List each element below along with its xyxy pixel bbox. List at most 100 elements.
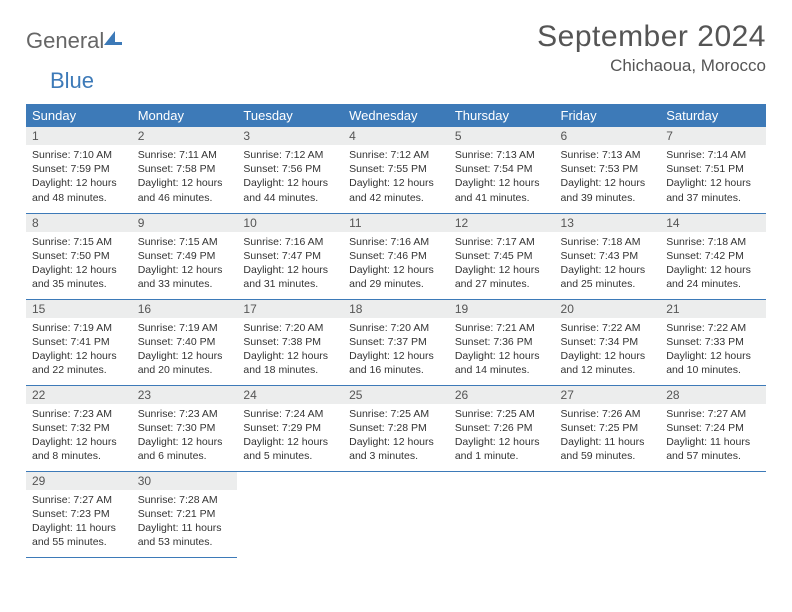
day-info: Sunrise: 7:12 AMSunset: 7:55 PMDaylight:… [343,145,449,209]
day-number: 13 [555,214,661,232]
day-number: 1 [26,127,132,145]
calendar-cell: 18Sunrise: 7:20 AMSunset: 7:37 PMDayligh… [343,299,449,385]
day-number: 6 [555,127,661,145]
day-info: Sunrise: 7:27 AMSunset: 7:23 PMDaylight:… [26,490,132,554]
calendar-cell: 15Sunrise: 7:19 AMSunset: 7:41 PMDayligh… [26,299,132,385]
day-number: 26 [449,386,555,404]
day-number: 9 [132,214,238,232]
day-info: Sunrise: 7:22 AMSunset: 7:33 PMDaylight:… [660,318,766,382]
calendar-cell: 19Sunrise: 7:21 AMSunset: 7:36 PMDayligh… [449,299,555,385]
day-number: 22 [26,386,132,404]
logo-text-1: General [26,28,104,54]
weekday-header: Wednesday [343,104,449,127]
calendar-cell: 13Sunrise: 7:18 AMSunset: 7:43 PMDayligh… [555,213,661,299]
day-info: Sunrise: 7:16 AMSunset: 7:46 PMDaylight:… [343,232,449,296]
day-number: 20 [555,300,661,318]
calendar-row: 15Sunrise: 7:19 AMSunset: 7:41 PMDayligh… [26,299,766,385]
day-info: Sunrise: 7:13 AMSunset: 7:53 PMDaylight:… [555,145,661,209]
sail-icon [104,31,122,52]
calendar-cell: 16Sunrise: 7:19 AMSunset: 7:40 PMDayligh… [132,299,238,385]
calendar-cell: 4Sunrise: 7:12 AMSunset: 7:55 PMDaylight… [343,127,449,213]
calendar-cell: 30Sunrise: 7:28 AMSunset: 7:21 PMDayligh… [132,471,238,557]
day-number: 7 [660,127,766,145]
day-number: 8 [26,214,132,232]
calendar-row: 22Sunrise: 7:23 AMSunset: 7:32 PMDayligh… [26,385,766,471]
weekday-header: Saturday [660,104,766,127]
day-info: Sunrise: 7:20 AMSunset: 7:38 PMDaylight:… [237,318,343,382]
day-info: Sunrise: 7:15 AMSunset: 7:50 PMDaylight:… [26,232,132,296]
day-number: 30 [132,472,238,490]
day-info: Sunrise: 7:25 AMSunset: 7:28 PMDaylight:… [343,404,449,468]
calendar-row: 29Sunrise: 7:27 AMSunset: 7:23 PMDayligh… [26,471,766,557]
calendar-body: 1Sunrise: 7:10 AMSunset: 7:59 PMDaylight… [26,127,766,557]
day-info: Sunrise: 7:20 AMSunset: 7:37 PMDaylight:… [343,318,449,382]
day-number: 15 [26,300,132,318]
day-info: Sunrise: 7:22 AMSunset: 7:34 PMDaylight:… [555,318,661,382]
weekday-header-row: SundayMondayTuesdayWednesdayThursdayFrid… [26,104,766,127]
day-info: Sunrise: 7:10 AMSunset: 7:59 PMDaylight:… [26,145,132,209]
day-info: Sunrise: 7:23 AMSunset: 7:30 PMDaylight:… [132,404,238,468]
day-info: Sunrise: 7:14 AMSunset: 7:51 PMDaylight:… [660,145,766,209]
day-number: 18 [343,300,449,318]
calendar-cell: 10Sunrise: 7:16 AMSunset: 7:47 PMDayligh… [237,213,343,299]
day-info: Sunrise: 7:15 AMSunset: 7:49 PMDaylight:… [132,232,238,296]
day-info: Sunrise: 7:11 AMSunset: 7:58 PMDaylight:… [132,145,238,209]
day-info: Sunrise: 7:17 AMSunset: 7:45 PMDaylight:… [449,232,555,296]
calendar-cell: 1Sunrise: 7:10 AMSunset: 7:59 PMDaylight… [26,127,132,213]
calendar-cell: 5Sunrise: 7:13 AMSunset: 7:54 PMDaylight… [449,127,555,213]
calendar-cell [449,471,555,557]
calendar-cell: 6Sunrise: 7:13 AMSunset: 7:53 PMDaylight… [555,127,661,213]
calendar-cell: 8Sunrise: 7:15 AMSunset: 7:50 PMDaylight… [26,213,132,299]
calendar-cell: 11Sunrise: 7:16 AMSunset: 7:46 PMDayligh… [343,213,449,299]
calendar-cell: 27Sunrise: 7:26 AMSunset: 7:25 PMDayligh… [555,385,661,471]
calendar-table: SundayMondayTuesdayWednesdayThursdayFrid… [26,104,766,558]
logo-text-2: Blue [26,68,94,94]
day-info: Sunrise: 7:27 AMSunset: 7:24 PMDaylight:… [660,404,766,468]
calendar-cell: 23Sunrise: 7:23 AMSunset: 7:30 PMDayligh… [132,385,238,471]
calendar-cell [660,471,766,557]
day-number: 29 [26,472,132,490]
calendar-cell: 7Sunrise: 7:14 AMSunset: 7:51 PMDaylight… [660,127,766,213]
day-info: Sunrise: 7:28 AMSunset: 7:21 PMDaylight:… [132,490,238,554]
day-number: 24 [237,386,343,404]
day-number: 28 [660,386,766,404]
day-number: 3 [237,127,343,145]
day-number: 23 [132,386,238,404]
day-info: Sunrise: 7:24 AMSunset: 7:29 PMDaylight:… [237,404,343,468]
calendar-cell: 12Sunrise: 7:17 AMSunset: 7:45 PMDayligh… [449,213,555,299]
calendar-cell [555,471,661,557]
day-info: Sunrise: 7:21 AMSunset: 7:36 PMDaylight:… [449,318,555,382]
calendar-cell: 2Sunrise: 7:11 AMSunset: 7:58 PMDaylight… [132,127,238,213]
calendar-cell [237,471,343,557]
day-number: 19 [449,300,555,318]
calendar-row: 8Sunrise: 7:15 AMSunset: 7:50 PMDaylight… [26,213,766,299]
month-title: September 2024 [537,20,766,54]
day-info: Sunrise: 7:19 AMSunset: 7:41 PMDaylight:… [26,318,132,382]
calendar-cell: 24Sunrise: 7:24 AMSunset: 7:29 PMDayligh… [237,385,343,471]
weekday-header: Monday [132,104,238,127]
day-number: 5 [449,127,555,145]
calendar-cell: 25Sunrise: 7:25 AMSunset: 7:28 PMDayligh… [343,385,449,471]
calendar-cell: 22Sunrise: 7:23 AMSunset: 7:32 PMDayligh… [26,385,132,471]
day-number: 25 [343,386,449,404]
calendar-cell: 21Sunrise: 7:22 AMSunset: 7:33 PMDayligh… [660,299,766,385]
weekday-header: Tuesday [237,104,343,127]
calendar-cell: 3Sunrise: 7:12 AMSunset: 7:56 PMDaylight… [237,127,343,213]
calendar-cell: 20Sunrise: 7:22 AMSunset: 7:34 PMDayligh… [555,299,661,385]
calendar-cell: 28Sunrise: 7:27 AMSunset: 7:24 PMDayligh… [660,385,766,471]
day-number: 11 [343,214,449,232]
day-info: Sunrise: 7:18 AMSunset: 7:43 PMDaylight:… [555,232,661,296]
calendar-row: 1Sunrise: 7:10 AMSunset: 7:59 PMDaylight… [26,127,766,213]
day-number: 4 [343,127,449,145]
day-number: 10 [237,214,343,232]
day-number: 27 [555,386,661,404]
day-number: 14 [660,214,766,232]
day-info: Sunrise: 7:12 AMSunset: 7:56 PMDaylight:… [237,145,343,209]
calendar-cell: 17Sunrise: 7:20 AMSunset: 7:38 PMDayligh… [237,299,343,385]
day-info: Sunrise: 7:16 AMSunset: 7:47 PMDaylight:… [237,232,343,296]
day-info: Sunrise: 7:23 AMSunset: 7:32 PMDaylight:… [26,404,132,468]
weekday-header: Friday [555,104,661,127]
day-number: 17 [237,300,343,318]
day-info: Sunrise: 7:18 AMSunset: 7:42 PMDaylight:… [660,232,766,296]
day-info: Sunrise: 7:26 AMSunset: 7:25 PMDaylight:… [555,404,661,468]
